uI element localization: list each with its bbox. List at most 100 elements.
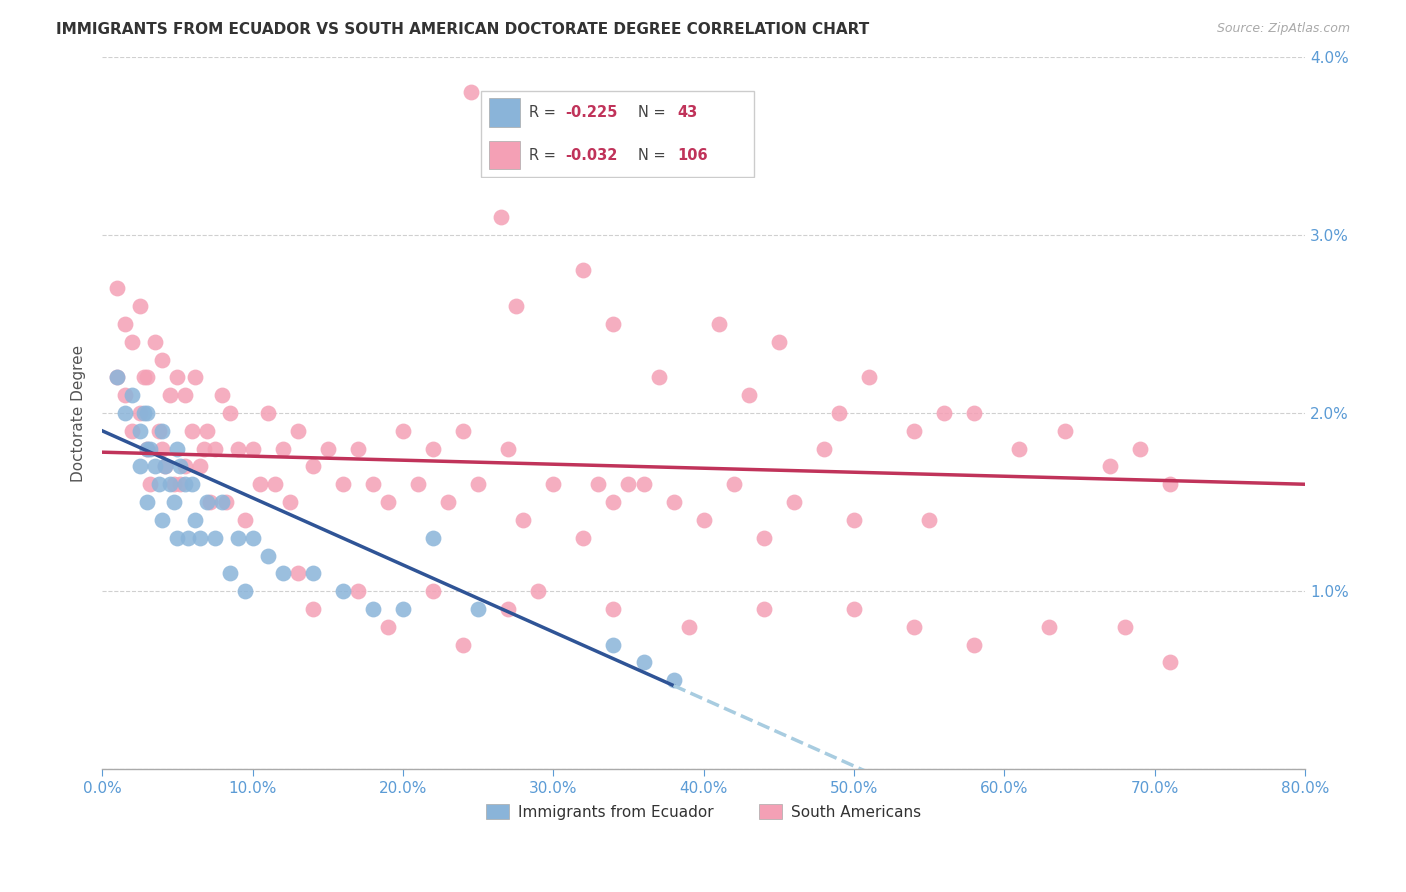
Point [181,477,204,491]
Point [163,495,186,509]
Point [163,477,186,491]
Point [188,531,211,545]
Point [174,388,197,402]
Point [136,406,159,420]
Point [226,442,249,456]
FancyBboxPatch shape [489,98,520,127]
Point [136,495,159,509]
Point [602,638,624,652]
Point [197,424,219,438]
Point [143,334,166,349]
Point [512,513,534,527]
Text: 43: 43 [678,105,697,120]
Point [166,531,188,545]
Point [963,406,986,420]
Point [256,406,278,420]
Point [451,638,474,652]
Point [527,584,550,599]
Point [467,477,489,491]
Point [496,442,519,456]
Point [934,406,956,420]
Point [128,299,150,313]
Point [572,263,595,277]
Point [346,442,368,456]
Point [105,370,128,384]
Point [128,424,150,438]
Point [392,424,415,438]
Point [143,459,166,474]
Point [1038,620,1060,634]
Point [226,531,249,545]
Point [204,442,226,456]
Point [287,424,309,438]
Point [114,406,136,420]
Text: Source: ZipAtlas.com: Source: ZipAtlas.com [1216,22,1350,36]
Point [505,299,527,313]
Point [662,673,685,688]
Point [678,620,700,634]
Point [136,442,159,456]
Point [1053,424,1076,438]
Point [647,370,669,384]
FancyBboxPatch shape [489,141,520,169]
Point [121,424,143,438]
Point [197,495,219,509]
Point [121,334,143,349]
Point [242,442,264,456]
Point [184,370,207,384]
Point [278,495,301,509]
Point [752,602,775,616]
Y-axis label: Doctorate Degree: Doctorate Degree [72,344,86,482]
Point [1129,442,1152,456]
Point [768,334,790,349]
Point [633,656,655,670]
Point [200,495,222,509]
Point [105,370,128,384]
Point [128,406,150,420]
Point [467,602,489,616]
Text: -0.032: -0.032 [565,148,617,162]
Point [264,477,287,491]
Point [150,513,173,527]
Point [813,442,835,456]
Point [114,388,136,402]
Text: N =: N = [638,148,671,162]
Point [1114,620,1136,634]
Point [301,459,323,474]
Point [174,459,197,474]
Point [169,477,191,491]
Point [602,317,624,331]
Point [1008,442,1031,456]
Text: -0.225: -0.225 [565,105,617,120]
Point [903,424,925,438]
Point [150,352,173,367]
Point [155,459,177,474]
Point [169,459,191,474]
Point [602,602,624,616]
Point [128,459,150,474]
Point [377,495,399,509]
Point [211,388,233,402]
Point [1098,459,1121,474]
Point [233,513,256,527]
Point [1159,477,1181,491]
Point [193,442,215,456]
Point [184,513,207,527]
Point [707,317,730,331]
Point [134,406,156,420]
Point [155,459,177,474]
Point [543,477,565,491]
Point [752,531,775,545]
Point [211,495,233,509]
Point [181,424,204,438]
Point [136,442,159,456]
FancyBboxPatch shape [481,91,754,177]
Point [489,210,512,224]
Text: N =: N = [638,105,671,120]
Point [842,513,865,527]
Point [177,531,200,545]
Point [361,602,384,616]
Point [166,442,188,456]
Point [159,477,181,491]
Point [219,566,242,581]
